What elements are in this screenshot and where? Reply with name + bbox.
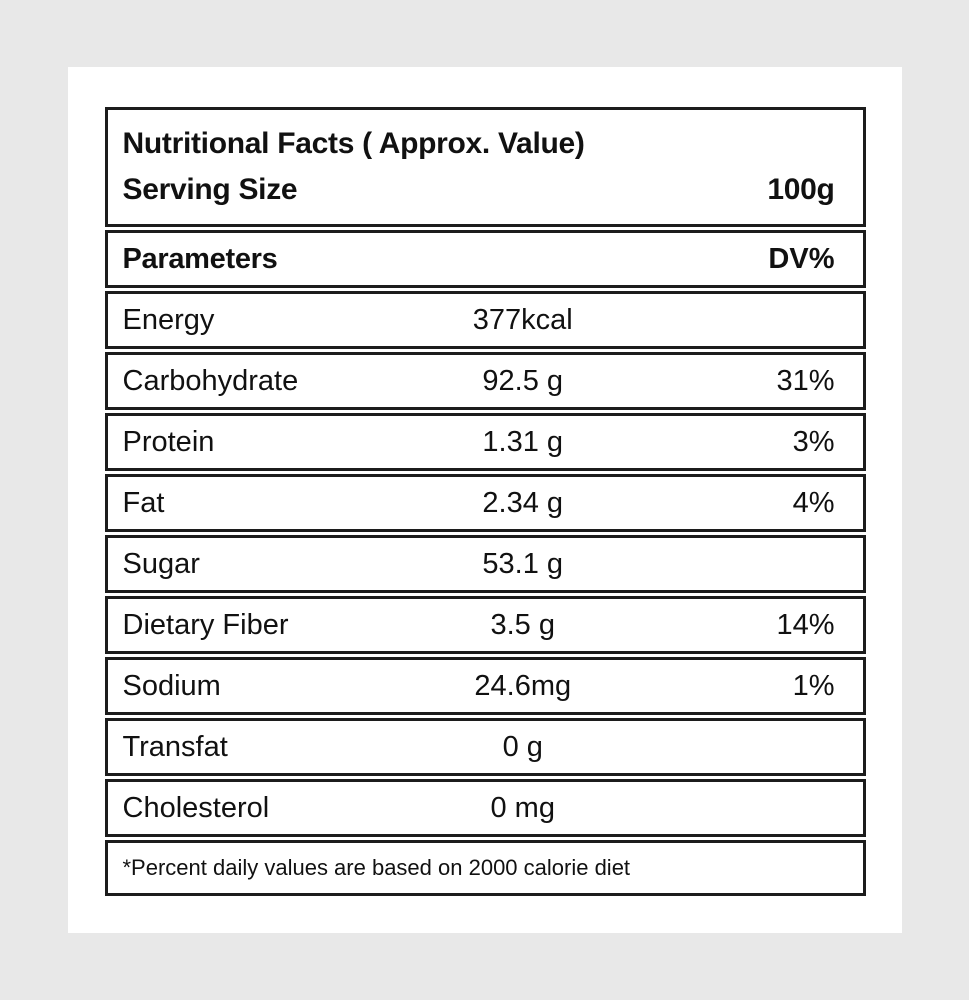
table-row-sodium: Sodium 24.6mg 1% — [104, 657, 866, 715]
row-dv: 31% — [776, 364, 835, 397]
row-label: Cholesterol — [122, 791, 270, 824]
footnote-row: *Percent daily values are based on 2000 … — [104, 840, 866, 896]
column-header-row: Parameters DV% — [104, 230, 866, 288]
row-label: Fat — [122, 486, 165, 519]
row-dv: 1% — [792, 669, 835, 702]
row-dv: 4% — [792, 486, 835, 519]
table-row-protein: Protein 1.31 g 3% — [104, 413, 866, 471]
table-header: Nutritional Facts ( Approx. Value) Servi… — [104, 107, 866, 227]
footnote-text: *Percent daily values are based on 2000 … — [122, 855, 631, 880]
nutrition-table: Nutritional Facts ( Approx. Value) Servi… — [104, 107, 866, 896]
table-row-carbohydrate: Carbohydrate 92.5 g 31% — [104, 352, 866, 410]
nutrition-label-card: Nutritional Facts ( Approx. Value) Servi… — [67, 67, 902, 933]
row-label: Transfat — [122, 730, 228, 763]
row-value: 53.1 g — [482, 547, 564, 580]
table-title: Nutritional Facts ( Approx. Value) — [122, 127, 585, 160]
row-value: 3.5 g — [490, 608, 555, 641]
serving-size-label: Serving Size — [122, 173, 298, 206]
table-row-sugar: Sugar 53.1 g — [104, 535, 866, 593]
serving-size-value: 100g — [767, 173, 835, 206]
row-value: 0 mg — [490, 791, 555, 824]
table-row-fat: Fat 2.34 g 4% — [104, 474, 866, 532]
row-label: Protein — [122, 425, 215, 458]
column-header-parameters: Parameters — [122, 242, 278, 275]
row-value: 24.6mg — [474, 669, 572, 702]
row-value: 0 g — [502, 730, 543, 763]
row-label: Sugar — [122, 547, 200, 580]
row-value: 2.34 g — [482, 486, 564, 519]
table-row-cholesterol: Cholesterol 0 mg — [104, 779, 866, 837]
serving-size-row: Serving Size 100g — [123, 167, 835, 213]
table-row-dietary-fiber: Dietary Fiber 3.5 g 14% — [104, 596, 866, 654]
row-label: Carbohydrate — [122, 364, 299, 397]
column-header-dv: DV% — [768, 242, 835, 275]
row-label: Energy — [122, 303, 215, 336]
row-label: Sodium — [122, 669, 221, 702]
row-value: 377kcal — [472, 303, 573, 336]
row-dv: 14% — [776, 608, 835, 641]
row-label: Dietary Fiber — [122, 608, 289, 641]
row-dv: 3% — [792, 425, 835, 458]
table-row-energy: Energy 377kcal — [104, 291, 866, 349]
row-value: 1.31 g — [482, 425, 564, 458]
row-value: 92.5 g — [482, 364, 564, 397]
table-row-transfat: Transfat 0 g — [104, 718, 866, 776]
